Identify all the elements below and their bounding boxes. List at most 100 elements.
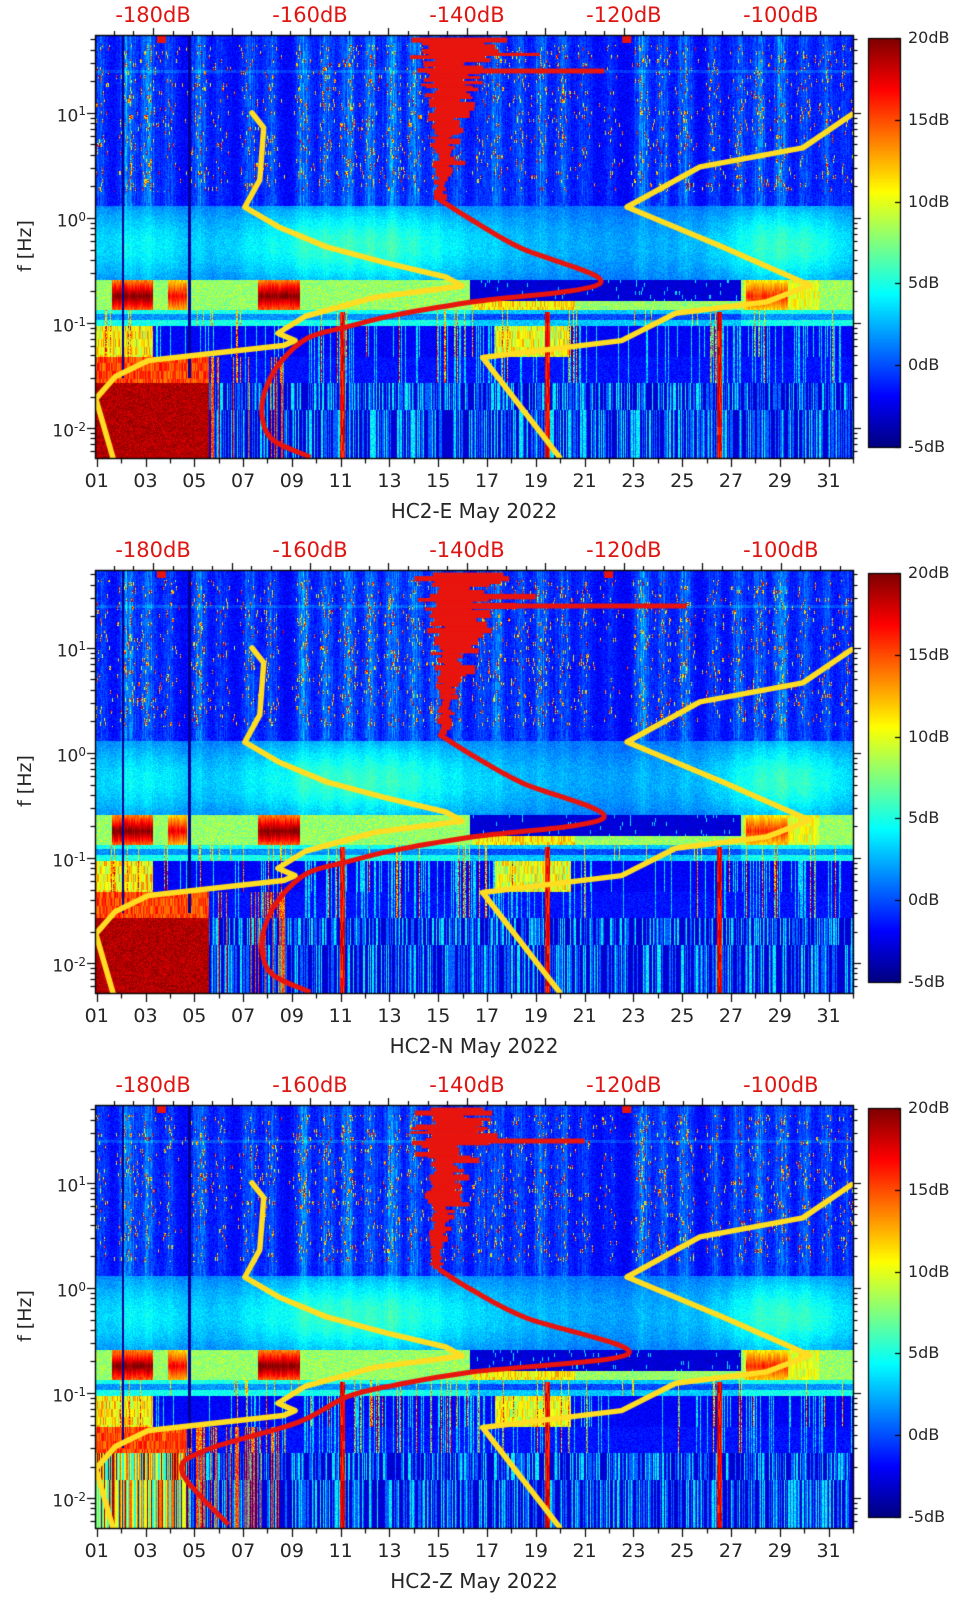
panel-hc2-z: -180dB -160dB -140dB -120dB -100dB 01 03 05 07 09… [0,1070,962,1603]
x-axis-tick-label: 11 [328,1540,353,1562]
x-axis-tick-label: 05 [182,470,207,492]
x-axis-tick-label: 05 [182,1005,207,1027]
colorbar-tick-label: 0dB [908,355,940,375]
spectrogram-canvas-hc2-e [0,0,962,533]
x-axis-tick-label: 25 [670,1005,695,1027]
x-axis-tick-label: 27 [718,1005,744,1027]
x-axis-tick-label: 23 [621,1540,646,1562]
y-tick-base: 10 [52,851,75,872]
x-axis-tick-label: 03 [133,470,158,492]
x-axis-tick-label: 03 [133,1540,158,1562]
colorbar-tick-label: 0dB [908,890,940,910]
x-axis-tick-label: 17 [474,1005,500,1027]
x-axis-tick-label: 25 [670,470,695,492]
y-tick-exponent: -1 [74,849,86,864]
x-axis-tick-label: 01 [84,1540,109,1562]
top-axis-tick-label: -180dB [115,538,191,562]
y-tick-exponent: -2 [74,954,86,969]
colorbar-tick-label: 10dB [908,726,950,746]
subplot-title-hc2-n: HC2-N May 2022 [389,1034,559,1058]
top-axis-tick-label: -160dB [272,1073,348,1097]
colorbar-tick-label: 15dB [908,644,950,664]
spectrogram-canvas-hc2-n [0,535,962,1068]
x-axis-tick-label: 07 [230,1540,256,1562]
colorbar-tick-label: 20dB [908,563,950,582]
y-tick-base: 10 [52,956,75,977]
x-axis-tick-label: 27 [718,470,744,492]
colorbar-tick-label: 15dB [908,1179,950,1199]
x-axis-tick-label: 19 [523,1540,548,1562]
y-tick-base: 10 [52,1491,75,1512]
x-axis-tick-label: 01 [84,470,109,492]
colorbar-tick-label: -5dB [908,1507,946,1526]
top-axis-tick-label: -120dB [586,538,662,562]
x-axis-tick-label: 31 [816,1005,841,1027]
x-axis-tick-label: 29 [767,1005,792,1027]
y-axis-tick-label: 10-2 [0,420,86,441]
x-axis-tick-label: 07 [230,470,256,492]
x-axis-tick-label: 17 [474,470,500,492]
top-axis-tick-label: -180dB [115,3,191,27]
y-axis-tick-label: 100 [0,1280,86,1301]
y-tick-exponent: -2 [74,1489,86,1504]
y-tick-exponent: -1 [74,314,86,329]
y-tick-exponent: 0 [78,209,86,224]
y-tick-base: 10 [52,316,75,337]
x-axis-tick-label: 19 [523,1005,548,1027]
colorbar-tick-label: 5dB [908,273,940,293]
x-axis-tick-label: 17 [474,1540,500,1562]
top-axis-tick-label: -140dB [429,3,505,27]
y-tick-base: 10 [56,746,79,767]
subplot-title-hc2-e: HC2-E May 2022 [390,499,558,523]
x-axis-tick-label: 21 [572,470,597,492]
colorbar-tick-label: 0dB [908,1425,940,1445]
top-axis-tick-label: -160dB [272,538,348,562]
y-axis-tick-label: 101 [0,1175,86,1196]
colorbar-tick-label: 20dB [908,1098,950,1117]
y-axis-tick-label: 101 [0,640,86,661]
x-axis-tick-label: 23 [621,470,646,492]
x-axis-tick-label: 21 [572,1005,597,1027]
colorbar-tick-label: -5dB [908,437,946,456]
y-tick-base: 10 [56,211,79,232]
colorbar-tick-label: 5dB [908,808,940,828]
y-tick-exponent: 1 [78,1174,86,1189]
y-tick-base: 10 [56,1176,79,1197]
top-axis-tick-label: -120dB [586,3,662,27]
x-axis-tick-label: 03 [133,1005,158,1027]
y-tick-exponent: 1 [78,639,86,654]
x-axis-tick-label: 21 [572,1540,597,1562]
subplot-title-hc2-z: HC2-Z May 2022 [390,1569,558,1593]
top-axis-tick-label: -140dB [429,538,505,562]
y-tick-exponent: -2 [74,419,86,434]
top-axis-tick-label: -100dB [743,1073,819,1097]
y-tick-base: 10 [56,106,79,127]
x-axis-tick-label: 13 [377,470,402,492]
y-axis-label: f [Hz] [14,220,36,272]
y-tick-base: 10 [52,421,75,442]
x-axis-tick-label: 27 [718,1540,744,1562]
y-axis-tick-label: 10-1 [0,315,86,336]
x-axis-tick-label: 09 [279,1540,304,1562]
top-axis-tick-label: -120dB [586,1073,662,1097]
colorbar-tick-label: 15dB [908,109,950,129]
y-axis-tick-label: 10-2 [0,1490,86,1511]
x-axis-tick-label: 29 [767,1540,792,1562]
y-tick-base: 10 [56,641,79,662]
x-axis-tick-label: 15 [426,1005,451,1027]
x-axis-tick-label: 15 [426,1540,451,1562]
y-tick-base: 10 [56,1281,79,1302]
y-axis-tick-label: 100 [0,210,86,231]
y-axis-label: f [Hz] [14,755,36,807]
y-axis-tick-label: 101 [0,105,86,126]
y-tick-exponent: 0 [78,1279,86,1294]
panel-hc2-n: -180dB -160dB -140dB -120dB -100dB 01 03 05 07 09… [0,535,962,1070]
x-axis-tick-label: 13 [377,1540,402,1562]
y-axis-label: f [Hz] [14,1290,36,1342]
y-axis-tick-label: 10-1 [0,850,86,871]
top-axis-tick-label: -180dB [115,1073,191,1097]
x-axis-tick-label: 07 [230,1005,256,1027]
x-axis-tick-label: 11 [328,470,353,492]
y-tick-exponent: 1 [78,104,86,119]
